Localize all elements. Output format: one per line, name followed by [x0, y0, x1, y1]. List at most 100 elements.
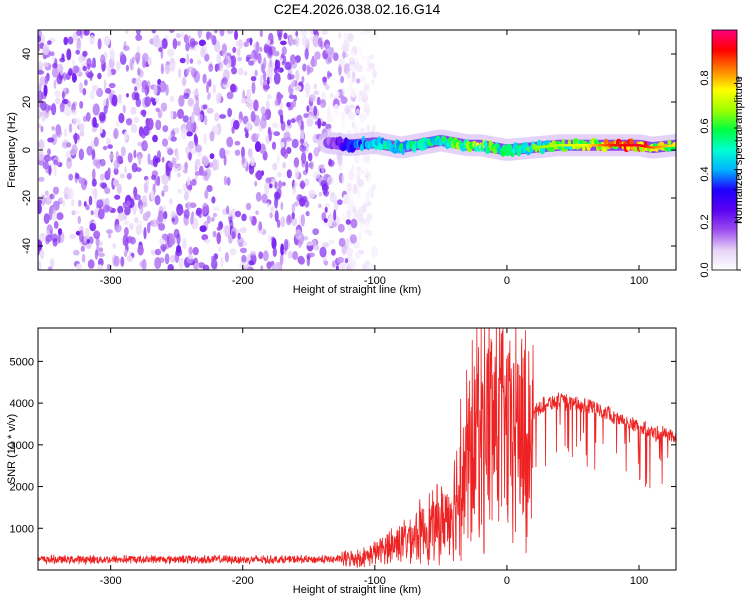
noise-blob	[50, 258, 54, 268]
noise-blob	[237, 67, 244, 76]
noise-blob	[43, 62, 49, 68]
noise-blob	[266, 202, 270, 208]
noise-blob	[192, 247, 199, 256]
noise-blob	[85, 112, 91, 122]
noise-blob	[203, 133, 207, 145]
noise-blob	[280, 147, 287, 157]
noise-blob	[202, 264, 210, 270]
noise-blob	[44, 75, 49, 85]
noise-blob	[347, 203, 354, 212]
noise-blob	[91, 117, 96, 128]
noise-blob	[119, 51, 125, 62]
noise-blob	[274, 191, 280, 199]
noise-blob	[112, 242, 117, 249]
noise-blob	[147, 153, 151, 165]
noise-blob	[134, 86, 138, 92]
noise-blob	[182, 115, 189, 123]
noise-blob	[137, 245, 144, 256]
spectrogram-y-axis-label: Frequency (Hz)	[6, 112, 18, 188]
noise-blob	[284, 61, 292, 71]
noise-blob	[38, 70, 45, 75]
y-tick-label: -20	[21, 190, 33, 206]
noise-blob	[93, 230, 101, 240]
noise-blob	[65, 150, 70, 159]
noise-blob	[73, 117, 81, 127]
ridge-blob	[667, 139, 672, 146]
noise-blob	[209, 131, 215, 142]
noise-blob	[41, 109, 46, 122]
noise-blob	[48, 164, 52, 176]
noise-blob	[219, 147, 226, 159]
noise-blob	[152, 134, 158, 143]
noise-blob	[171, 157, 177, 166]
noise-blob	[266, 94, 272, 100]
noise-blob	[269, 183, 273, 189]
noise-blob	[282, 162, 287, 169]
noise-blob	[280, 216, 286, 228]
noise-blob	[358, 230, 363, 242]
noise-blob	[297, 119, 302, 128]
noise-blob	[323, 218, 328, 223]
noise-blob	[232, 46, 237, 54]
noise-blob	[54, 97, 61, 105]
noise-blob	[323, 260, 329, 266]
noise-blob	[135, 224, 143, 236]
noise-blob	[186, 201, 190, 211]
noise-blob	[87, 259, 95, 269]
noise-blob	[168, 198, 173, 205]
noise-blob	[40, 125, 44, 133]
noise-blob	[337, 199, 343, 206]
noise-blob	[241, 213, 247, 222]
noise-blob	[254, 141, 262, 153]
noise-blob	[269, 76, 273, 83]
noise-blob	[183, 92, 190, 100]
noise-blob	[365, 192, 370, 202]
noise-blob	[126, 200, 131, 207]
noise-blob	[274, 98, 279, 107]
noise-blob	[79, 123, 85, 132]
noise-blob	[110, 68, 117, 76]
noise-blob	[142, 125, 150, 136]
noise-blob	[60, 196, 64, 203]
snr-x-ticks: -300 -200 -100 0 100	[100, 328, 648, 587]
noise-blob	[197, 59, 202, 65]
x-tick-label: -100	[364, 275, 386, 287]
noise-blob	[38, 176, 45, 182]
noise-blob	[38, 109, 42, 120]
noise-blob	[251, 81, 256, 94]
noise-blob	[177, 108, 184, 119]
noise-blob	[286, 119, 291, 126]
noise-blob	[352, 63, 357, 69]
noise-blob	[348, 57, 355, 62]
noise-blob	[99, 173, 105, 181]
noise-blob	[229, 248, 237, 256]
noise-blob	[77, 215, 82, 224]
noise-blob	[86, 145, 93, 156]
noise-blob	[294, 201, 299, 207]
noise-blob	[286, 102, 291, 108]
noise-blob	[54, 90, 61, 98]
noise-blob	[274, 181, 278, 189]
noise-blob	[254, 180, 258, 187]
noise-blob	[294, 167, 300, 180]
noise-blob	[201, 155, 208, 164]
noise-blob	[194, 158, 201, 167]
colorbar-label: Normalized spectral amplitude	[733, 76, 745, 224]
noise-blob	[130, 123, 138, 133]
noise-blob	[272, 50, 280, 57]
ridge-blob	[360, 143, 364, 152]
noise-blob	[234, 30, 238, 41]
noise-blob	[113, 159, 120, 170]
noise-blob	[218, 246, 222, 252]
noise-blob	[120, 256, 125, 267]
noise-blob	[312, 228, 320, 236]
ridge-blob	[336, 136, 343, 145]
noise-blob	[124, 30, 129, 35]
noise-blob	[350, 218, 358, 229]
noise-blob	[134, 52, 141, 63]
noise-blob	[260, 106, 266, 115]
noise-blob	[189, 202, 197, 208]
spectrogram-y-ticks: -40 -20 0 20 40	[21, 48, 676, 254]
noise-blob	[269, 212, 273, 219]
